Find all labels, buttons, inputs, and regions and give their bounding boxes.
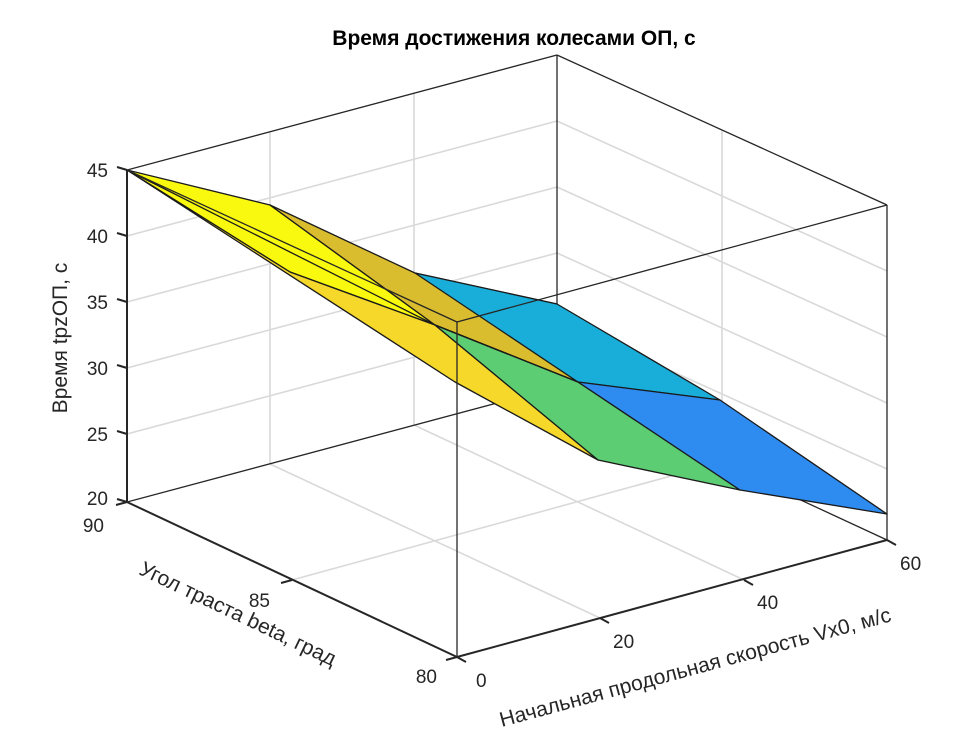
surface: [126, 169, 888, 515]
z-axis-label: Время tpzОП, с: [49, 263, 72, 414]
svg-text:80: 80: [416, 667, 437, 688]
axis-lines: [115, 166, 897, 663]
svg-text:45: 45: [87, 161, 108, 182]
svg-text:40: 40: [757, 593, 778, 614]
svg-text:90: 90: [83, 516, 104, 537]
y-tick-labels: 90 85 80: [83, 516, 437, 688]
z-tick-labels: 45 40 35 30 25 20: [87, 161, 108, 510]
svg-text:20: 20: [613, 632, 634, 653]
svg-text:35: 35: [87, 293, 108, 314]
svg-text:25: 25: [87, 425, 108, 446]
svg-text:40: 40: [87, 227, 108, 248]
svg-text:60: 60: [900, 554, 921, 575]
axes-front: [126, 169, 888, 657]
surface-face: [577, 381, 888, 515]
svg-text:20: 20: [87, 489, 108, 510]
svg-text:30: 30: [87, 359, 108, 380]
svg-text:85: 85: [249, 591, 270, 612]
x-axis-label: Начальная продольная скорость Vx0, м/с: [497, 604, 893, 732]
x-tick-labels: 0 20 40 60: [476, 554, 921, 692]
svg-text:0: 0: [476, 671, 487, 692]
chart-title: Время достижения колесами ОП, с: [332, 27, 696, 50]
grid-lines: [126, 94, 888, 619]
